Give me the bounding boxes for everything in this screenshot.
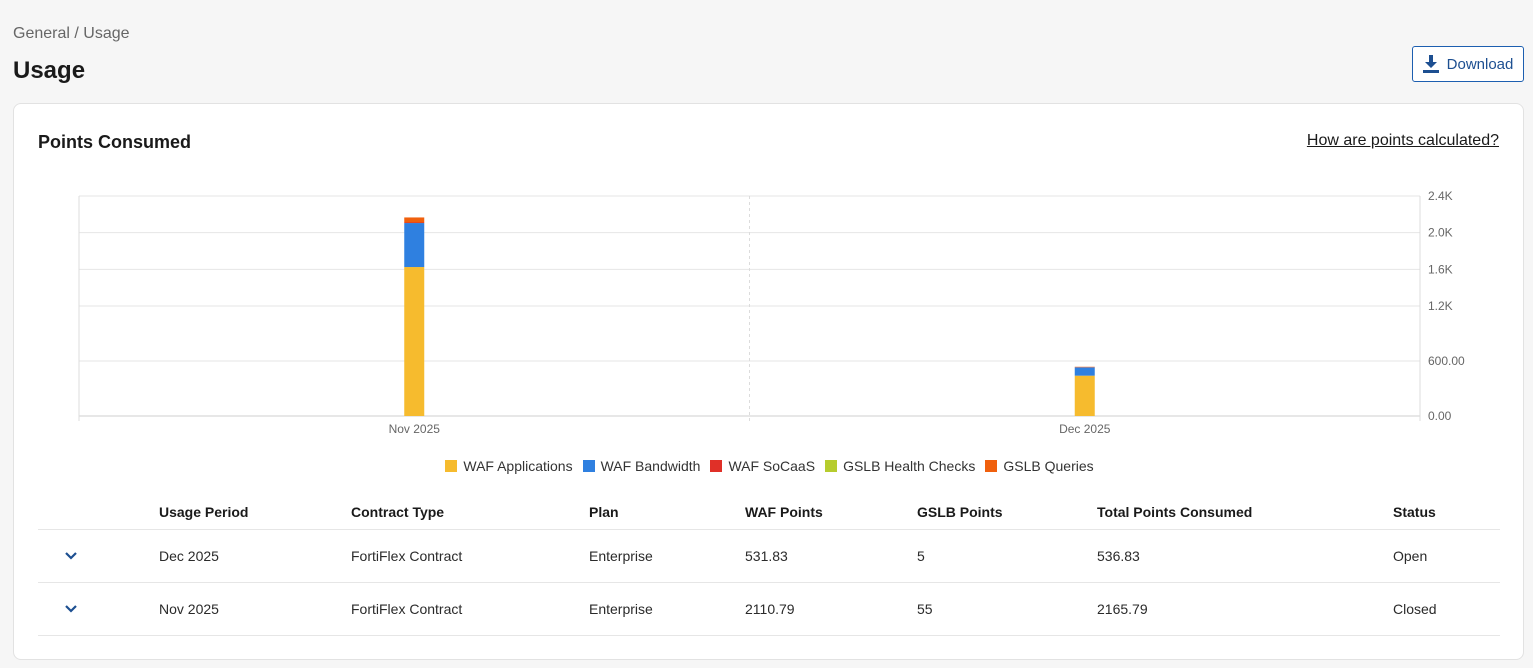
- y-tick-label: 2.4K: [1428, 189, 1453, 203]
- legend-item[interactable]: WAF SoCaaS: [710, 458, 815, 474]
- breadcrumb: General / Usage: [13, 25, 130, 42]
- x-tick-label: Nov 2025: [389, 422, 441, 436]
- cell-status: Closed: [1393, 582, 1500, 636]
- legend-item[interactable]: WAF Bandwidth: [582, 458, 701, 474]
- legend-label: GSLB Queries: [1003, 458, 1094, 474]
- legend-label: WAF Bandwidth: [600, 458, 701, 474]
- header-status: Status: [1393, 495, 1500, 530]
- table-row: Nov 2025 FortiFlex Contract Enterprise 2…: [38, 582, 1500, 636]
- cell-status: Open: [1393, 529, 1500, 583]
- y-tick-label: 1.6K: [1428, 262, 1453, 276]
- y-tick-label: 600.00: [1428, 354, 1465, 368]
- cell-gslb-points: 55: [917, 582, 1097, 636]
- cell-total-points: 536.83: [1097, 529, 1393, 583]
- bar-segment: [1074, 375, 1095, 416]
- bar-segment: [1074, 367, 1095, 376]
- page-title: Usage: [13, 57, 86, 84]
- expand-header: [38, 495, 159, 530]
- cell-gslb-points: 5: [917, 529, 1097, 583]
- cell-waf-points: 531.83: [745, 529, 917, 583]
- bar-segment: [404, 267, 425, 416]
- legend-item[interactable]: WAF Applications: [445, 458, 573, 474]
- header-plan: Plan: [589, 495, 745, 530]
- cell-usage-period: Nov 2025: [159, 582, 351, 636]
- y-tick-label: 0.00: [1428, 409, 1452, 423]
- legend-swatch: [710, 460, 723, 472]
- header-gslb-points: GSLB Points: [917, 495, 1097, 530]
- y-tick-label: 1.2K: [1428, 299, 1453, 313]
- legend-swatch: [582, 460, 595, 472]
- bar-segment: [404, 217, 425, 223]
- legend-label: WAF SoCaaS: [728, 458, 816, 474]
- header-usage-period: Usage Period: [159, 495, 351, 530]
- chart-legend: WAF Applications WAF Bandwidth WAF SoCaaS G…: [14, 458, 1525, 474]
- legend-swatch: [825, 460, 838, 472]
- usage-table: Usage Period Contract Type Plan WAF Poin…: [38, 495, 1500, 636]
- points-consumed-card: Points Consumed How are points calculate…: [13, 103, 1524, 660]
- card-title: Points Consumed: [38, 132, 192, 152]
- points-help-link[interactable]: How are points calculated?: [1306, 132, 1499, 149]
- cell-plan: Enterprise: [589, 582, 745, 636]
- cell-total-points: 2165.79: [1097, 582, 1393, 636]
- table-row: Dec 2025 FortiFlex Contract Enterprise 5…: [38, 529, 1500, 583]
- cell-waf-points: 2110.79: [745, 582, 917, 636]
- download-label: Download: [1446, 55, 1514, 73]
- cell-usage-period: Dec 2025: [159, 529, 351, 583]
- legend-item[interactable]: GSLB Health Checks: [825, 458, 975, 474]
- download-icon: [1422, 55, 1439, 73]
- points-chart: 0.00 600.00 1.2K 1.6K 2.0K 2.4K Nov 2025 Dec 20…: [78, 189, 1465, 436]
- x-tick-label: Dec 2025: [1059, 422, 1111, 436]
- legend-swatch: [445, 460, 458, 472]
- legend-item[interactable]: GSLB Queries: [985, 458, 1094, 474]
- chevron-down-icon[interactable]: [64, 549, 78, 563]
- cell-plan: Enterprise: [589, 529, 745, 583]
- legend-swatch: [985, 460, 998, 472]
- header-waf-points: WAF Points: [745, 495, 917, 530]
- legend-label: WAF Applications: [463, 458, 573, 474]
- legend-label: GSLB Health Checks: [843, 458, 976, 474]
- download-button[interactable]: Download: [1412, 46, 1524, 82]
- table-header-row: Usage Period Contract Type Plan WAF Poin…: [38, 495, 1500, 530]
- y-tick-label: 2.0K: [1428, 226, 1453, 240]
- bar-segment: [404, 222, 425, 224]
- cell-contract-type: FortiFlex Contract: [351, 582, 589, 636]
- header-total-points: Total Points Consumed: [1097, 495, 1393, 530]
- bar-segment: [404, 223, 425, 268]
- cell-contract-type: FortiFlex Contract: [351, 529, 589, 583]
- chevron-down-icon[interactable]: [64, 602, 78, 616]
- header-contract-type: Contract Type: [351, 495, 589, 530]
